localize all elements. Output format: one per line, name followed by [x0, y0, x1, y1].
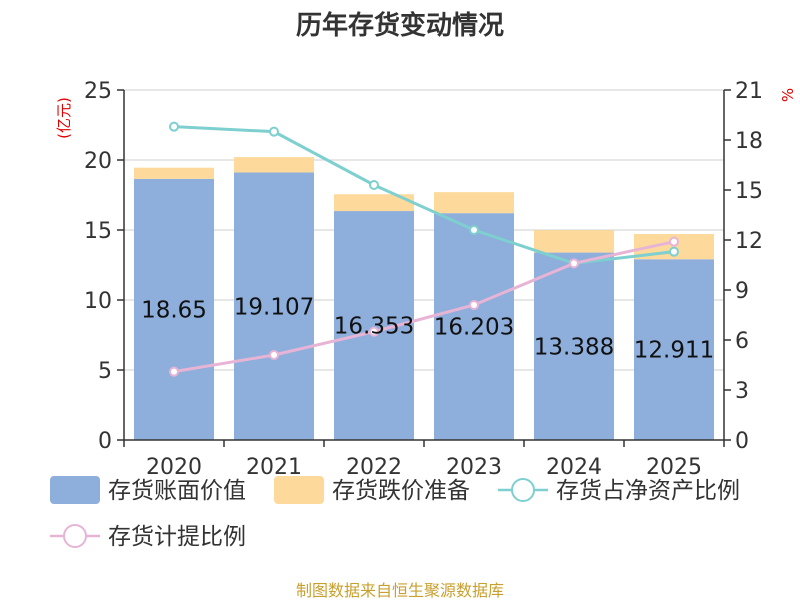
point-存货计提比例-2025 [669, 236, 679, 247]
point-存货占净资产比例-2021 [269, 126, 279, 137]
legend-label-存货计提比例: 存货计提比例 [108, 524, 246, 550]
line-存货计提比例 [173, 240, 675, 374]
left-tick-label: 0 [98, 429, 112, 454]
point-存货计提比例-2021 [269, 350, 279, 360]
bar-存货账面价值-2024 [534, 252, 614, 440]
bar-存货账面价值-2021 [234, 172, 314, 440]
right-tick-label: 9 [735, 279, 749, 304]
legend-swatch-存货跌价准备 [274, 476, 324, 504]
bar-value-label: 16.203 [434, 315, 514, 341]
bar-存货账面价值-2025 [634, 259, 714, 440]
bar-存货跌价准备-2023 [434, 192, 514, 214]
x-tick-label: 2023 [446, 455, 502, 480]
bar-value-label: 18.65 [141, 297, 207, 323]
bar-存货账面价值-2020 [134, 178, 214, 440]
right-tick-label: 18 [735, 129, 763, 154]
left-tick-label: 25 [84, 79, 112, 104]
x-tick-label: 2022 [346, 455, 402, 480]
point-存货计提比例-2022 [369, 326, 379, 337]
left-tick-label: 15 [84, 219, 112, 244]
bar-存货跌价准备-2024 [534, 230, 614, 253]
right-axis-unit: % [779, 88, 797, 102]
x-tick-label: 2020 [146, 455, 202, 480]
legend-marker-存货计提比例 [63, 524, 87, 548]
bar-value-label: 13.388 [534, 334, 614, 360]
point-存货计提比例-2024 [569, 258, 579, 269]
bars [134, 157, 714, 440]
right-tick-label: 0 [735, 429, 749, 454]
bar-value-label: 12.911 [634, 338, 714, 364]
series-lines [169, 121, 679, 377]
left-tick-label: 10 [84, 289, 112, 314]
point-存货占净资产比例-2020 [169, 121, 179, 132]
x-tick-label: 2025 [646, 455, 702, 480]
right-tick-label: 12 [735, 229, 763, 254]
point-存货占净资产比例-2023 [469, 225, 479, 235]
source-note: 制图数据来自恒生聚源数据库 [296, 581, 504, 600]
grid-lines [124, 89, 724, 371]
left-axis-unit: (亿元) [55, 97, 73, 139]
line-存货占净资产比例 [173, 125, 675, 265]
point-存货计提比例-2023 [469, 300, 479, 310]
left-tick-label: 5 [98, 359, 112, 384]
bar-labels: 18.65 19.107 16.353 16.203 13.388 12.911 [141, 294, 714, 363]
right-tick-label: 3 [735, 379, 749, 404]
right-tick-label: 21 [735, 79, 763, 104]
point-存货占净资产比例-2022 [369, 180, 379, 190]
legend-label-存货账面价值: 存货账面价值 [108, 478, 246, 504]
bar-存货账面价值-2023 [434, 213, 514, 440]
point-存货占净资产比例-2025 [669, 246, 679, 257]
point-存货计提比例-2020 [169, 366, 179, 377]
left-tick-label: 20 [84, 149, 112, 174]
bar-存货跌价准备-2022 [334, 194, 414, 212]
bar-value-label: 19.107 [234, 294, 314, 320]
legend-label-存货占净资产比例: 存货占净资产比例 [556, 478, 740, 504]
right-tick-label: 15 [735, 179, 763, 204]
x-tick-label: 2024 [546, 455, 602, 480]
bar-存货跌价准备-2020 [134, 167, 214, 179]
right-tick-label: 6 [735, 329, 749, 354]
legend-swatch-存货账面价值 [50, 476, 100, 504]
x-tick-label: 2021 [246, 455, 302, 480]
bar-存货跌价准备-2021 [234, 157, 314, 173]
legend-marker-存货占净资产比例 [511, 478, 535, 502]
bar-value-label: 16.353 [334, 314, 414, 340]
legend-label-存货跌价准备: 存货跌价准备 [332, 478, 470, 504]
chart-title: 历年存货变动情况 [296, 10, 504, 41]
